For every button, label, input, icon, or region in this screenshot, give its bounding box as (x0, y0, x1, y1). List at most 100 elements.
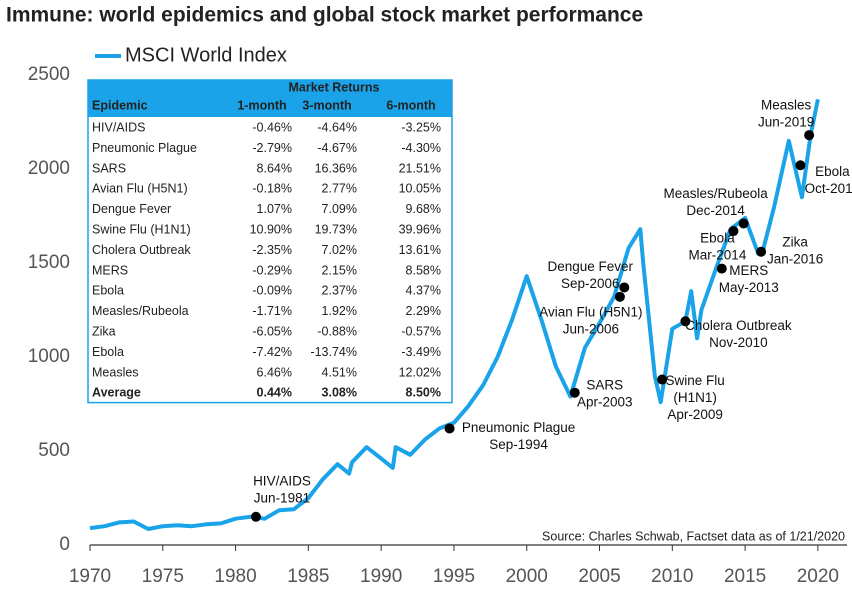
event-label: Avian Flu (H5N1) (539, 304, 642, 319)
event-label: (H1N1) (673, 390, 717, 405)
table-cell: -2.79% (252, 141, 292, 155)
table-cell: -4.30% (401, 141, 441, 155)
event-label: Ebola (700, 231, 735, 246)
table-cell: -0.29% (252, 263, 292, 277)
x-tick-label: 1995 (433, 566, 475, 587)
table-cell: 4.37% (406, 284, 441, 298)
x-tick-label: 1980 (214, 566, 256, 587)
table-cell: 12.02% (399, 365, 441, 379)
table-row-label: Cholera Outbreak (92, 243, 191, 257)
table-cell: 2.29% (406, 304, 441, 318)
event-label: Jun-1981 (254, 490, 310, 505)
table-row-label: SARS (92, 161, 126, 175)
table-cell: -3.25% (401, 121, 441, 135)
event-marker (250, 511, 261, 522)
y-tick-label: 2000 (28, 158, 70, 179)
x-tick-label: 2005 (578, 566, 620, 587)
event-label: May-2013 (719, 280, 779, 295)
table-row-label: Zika (92, 325, 116, 339)
chart-title: Immune: world epidemics and global stock… (6, 4, 643, 27)
event-marker (804, 130, 815, 141)
table-row-label: Average (92, 386, 141, 400)
table-cell: -13.74% (310, 345, 357, 359)
event-label: Mar-2014 (689, 248, 747, 263)
x-tick-label: 2020 (797, 566, 839, 587)
event-label: Cholera Outbreak (685, 318, 792, 333)
event-label: Jun-2019 (758, 115, 814, 130)
table-row-label: HIV/AIDS (92, 121, 146, 135)
table-row-label: Dengue Fever (92, 202, 171, 216)
legend-label: MSCI World Index (125, 44, 287, 66)
event-marker (728, 226, 739, 237)
event-marker (756, 246, 767, 257)
event-marker (738, 218, 749, 229)
table-cell: 16.36% (315, 161, 357, 175)
x-tick-label: 1975 (142, 566, 184, 587)
event-label: Pneumonic Plague (462, 420, 575, 435)
table-row-label: Ebola (92, 345, 124, 359)
table-row-label: Measles (92, 365, 139, 379)
table-cell: 1.92% (322, 304, 357, 318)
table-cell: 13.61% (399, 243, 441, 257)
y-tick-label: 1500 (28, 252, 70, 273)
table-cell: 3.08% (322, 386, 357, 400)
table-row-label: Avian Flu (H5N1) (92, 182, 188, 196)
event-marker (680, 316, 691, 327)
x-tick-label: 1990 (360, 566, 402, 587)
table-cell: 10.90% (250, 223, 292, 237)
table-cell: 7.09% (322, 202, 357, 216)
event-marker (444, 423, 455, 434)
table-row-label: Measles/Rubeola (92, 304, 189, 318)
table-cell: -0.88% (317, 325, 357, 339)
table-cell: 39.96% (399, 223, 441, 237)
table-cell: 2.15% (322, 263, 357, 277)
table-cell: 10.05% (399, 182, 441, 196)
event-label: Apr-2009 (667, 407, 723, 422)
y-tick-label: 500 (38, 440, 70, 461)
table-cell: -3.49% (401, 345, 441, 359)
table-cell: 4.51% (322, 365, 357, 379)
event-marker (716, 263, 727, 274)
table-cell: 19.73% (315, 223, 357, 237)
table-cell: -1.71% (252, 304, 292, 318)
table-cell: -7.42% (252, 345, 292, 359)
table-cell: 1.07% (257, 202, 292, 216)
event-label: HIV/AIDS (253, 473, 311, 488)
table-cell: 8.50% (406, 386, 441, 400)
table-cell: 21.51% (399, 161, 441, 175)
event-label: Apr-2003 (577, 394, 633, 409)
event-marker (657, 374, 668, 385)
event-label: Oct-2018 (805, 181, 852, 196)
table-title: Market Returns (289, 80, 380, 94)
table-cell: -0.09% (252, 284, 292, 298)
table-cell: -6.05% (252, 325, 292, 339)
event-label: Dec-2014 (686, 203, 745, 218)
source-note: Source: Charles Schwab, Factset data as … (542, 529, 845, 543)
table-cell: -4.67% (317, 141, 357, 155)
event-label: Measles/Rubeola (663, 186, 768, 201)
table-background (87, 79, 453, 404)
table-cell: -0.18% (252, 182, 292, 196)
table-cell: -4.64% (317, 121, 357, 135)
event-label: Dengue Fever (547, 259, 633, 274)
table-column-header: Epidemic (92, 98, 148, 112)
event-label: Sep-1994 (489, 437, 548, 452)
y-tick-label: 0 (59, 534, 70, 555)
table-cell: 8.64% (257, 161, 292, 175)
event-label: Jun-2006 (563, 321, 619, 336)
event-label: Sep-2006 (561, 276, 620, 291)
event-label: Jan-2016 (767, 251, 823, 266)
table-cell: -0.57% (401, 325, 441, 339)
event-label: Swine Flu (665, 373, 724, 388)
event-marker (795, 160, 806, 171)
x-tick-label: 2015 (724, 566, 766, 587)
event-label: Measles (761, 98, 812, 113)
table-cell: 0.44% (257, 386, 292, 400)
table-cell: 2.37% (322, 284, 357, 298)
table-column-header: 1-month (237, 98, 286, 112)
y-tick-label: 1000 (28, 346, 70, 367)
event-marker (619, 282, 630, 293)
table-cell: 6.46% (257, 365, 292, 379)
table-row-label: MERS (92, 263, 128, 277)
